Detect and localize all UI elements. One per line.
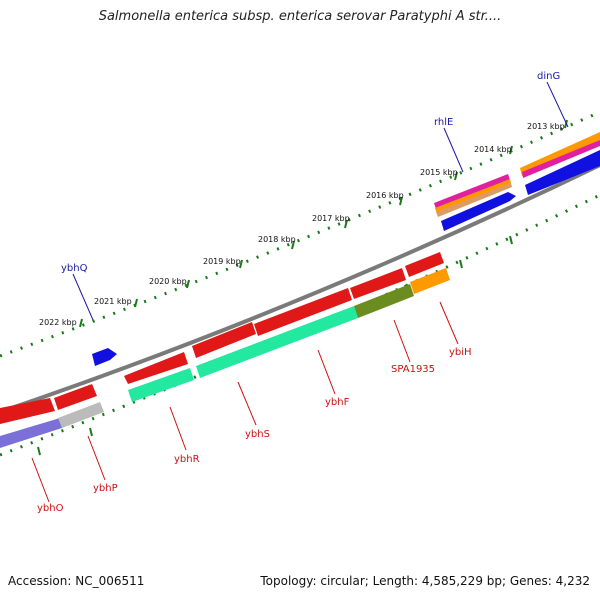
genome-backbone: [0, 163, 600, 414]
reverse-gene-labels: ybhO ybhP ybhR ybhS ybhF SPA1935 ybiH: [37, 347, 472, 514]
kbp-label: 2019 kbp: [203, 257, 241, 266]
kbp-label: 2018 kbp: [258, 235, 296, 244]
outer-major-ticks: [79, 119, 568, 328]
feature-rhlE-tan: [436, 183, 512, 217]
forward-leaders: [72, 81, 569, 321]
gene-label-dinG: dinG: [537, 71, 560, 82]
feature-blue: [525, 150, 600, 195]
feature-magenta: [522, 140, 600, 178]
feature-green: [196, 306, 358, 378]
gene-label-ybhS: ybhS: [245, 429, 270, 440]
feature-red: [54, 384, 97, 410]
feature-red: [405, 252, 444, 277]
feature-red: [350, 268, 406, 299]
kbp-label: 2016 kbp: [366, 191, 404, 200]
genome-summary-text: Topology: circular; Length: 4,585,229 bp…: [260, 574, 590, 588]
feature-red: [0, 398, 55, 424]
gene-label-ybhO: ybhO: [37, 503, 64, 514]
feature-red: [124, 352, 188, 384]
kbp-label: 2014 kbp: [474, 145, 512, 154]
feature-orange: [410, 268, 450, 294]
feature-ybhQ-blue: [92, 348, 117, 366]
feature-rhlE-magenta: [434, 174, 510, 209]
gene-label-ybiH: ybiH: [449, 347, 472, 358]
reverse-leaders: [31, 301, 459, 503]
forward-gene-labels: dinG rhlE ybhQ: [61, 71, 560, 274]
map-title: Salmonella enterica subsp. enterica sero…: [98, 9, 502, 24]
kbp-label: 2020 kbp: [149, 277, 187, 286]
feature-red: [192, 322, 256, 358]
gene-label-ybhP: ybhP: [93, 483, 118, 494]
feature-green: [128, 368, 194, 402]
feature-olive: [354, 284, 414, 318]
feature-red: [254, 288, 352, 336]
kbp-labels: 2013 kbp 2014 kbp 2015 kbp 2016 kbp 2017…: [39, 122, 565, 327]
kbp-label: 2013 kbp: [527, 122, 565, 131]
kbp-label: 2017 kbp: [312, 214, 350, 223]
reverse-features: [0, 252, 450, 448]
feature-blue-2: [441, 192, 516, 231]
kbp-label: 2022 kbp: [39, 318, 77, 327]
accession-text: Accession: NC_006511: [8, 574, 145, 588]
feature-lavender: [0, 418, 62, 448]
kbp-label: 2021 kbp: [94, 297, 132, 306]
gene-label-ybhR: ybhR: [174, 454, 200, 465]
gene-label-rhlE: rhlE: [434, 117, 453, 128]
gene-label-ybhQ: ybhQ: [61, 263, 88, 274]
kbp-label: 2015 kbp: [420, 168, 458, 177]
outer-tick-ring: [0, 110, 600, 358]
feature-gray: [58, 402, 104, 428]
gene-label-SPA1935: SPA1935: [391, 364, 435, 375]
gene-label-ybhF: ybhF: [325, 397, 350, 408]
forward-features: [92, 132, 600, 366]
